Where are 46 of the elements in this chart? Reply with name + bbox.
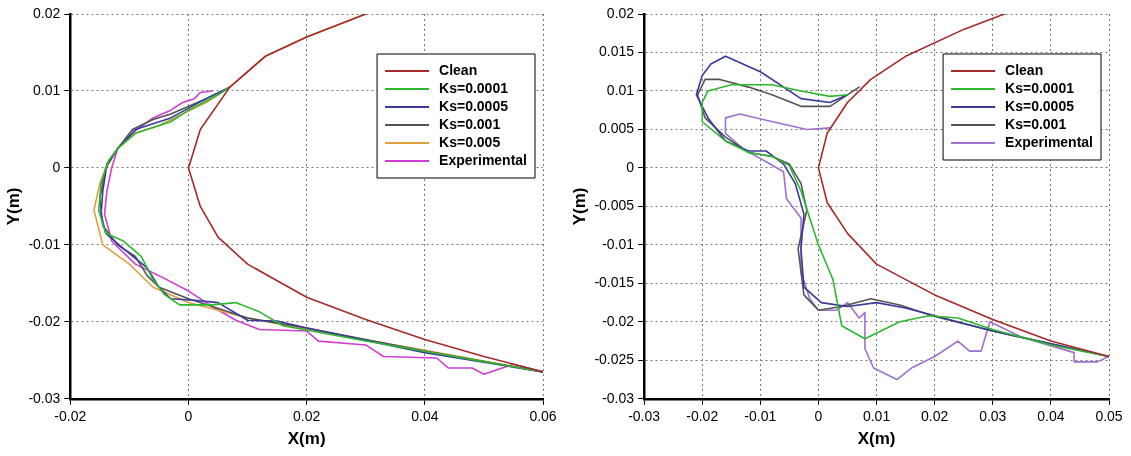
y-tick-label: 0 xyxy=(52,158,61,175)
y-tick-label: -0.02 xyxy=(602,312,635,329)
x-tick-label: 0.04 xyxy=(1037,408,1065,425)
x-tick-label: 0.06 xyxy=(529,408,557,425)
y-tick-label: 0.02 xyxy=(33,4,61,21)
x-tick-label: 0 xyxy=(814,408,823,425)
x-tick-label: 0.03 xyxy=(979,408,1007,425)
x-axis-title: X(m) xyxy=(287,429,326,449)
legend-label: Ks=0.0005 xyxy=(439,97,509,114)
y-tick-label: 0.005 xyxy=(599,120,635,137)
y-tick-label: -0.03 xyxy=(602,389,635,406)
y-tick-label: -0.02 xyxy=(28,312,61,329)
y-tick-label: -0.025 xyxy=(594,351,635,368)
x-tick-label: 0.01 xyxy=(862,408,891,425)
x-tick-label: 0.02 xyxy=(293,408,321,425)
legend-label: Experimental xyxy=(1005,133,1094,150)
y-axis-title: Y(m) xyxy=(569,187,589,226)
x-tick-label: -0.02 xyxy=(686,408,719,425)
x-tick-label: 0.05 xyxy=(1095,408,1123,425)
legend-label: Ks=0.001 xyxy=(1005,115,1067,132)
y-axis-title: Y(m) xyxy=(3,187,23,226)
legend-label: Clean xyxy=(1005,61,1044,78)
x-tick-label: 0.04 xyxy=(411,408,439,425)
legend-label: Clean xyxy=(439,61,478,78)
x-tick-label: -0.01 xyxy=(744,408,777,425)
y-tick-label: 0.015 xyxy=(599,43,635,60)
legend-label: Ks=0.0005 xyxy=(1005,97,1075,114)
y-tick-label: -0.03 xyxy=(28,389,61,406)
y-tick-label: -0.005 xyxy=(594,197,635,214)
x-axis-title: X(m) xyxy=(857,429,896,449)
y-tick-label: 0.02 xyxy=(606,4,635,21)
legend-label: Ks=0.005 xyxy=(439,133,501,150)
x-tick-label: -0.03 xyxy=(628,408,661,425)
legend-label: Experimental xyxy=(439,151,528,168)
y-tick-label: -0.01 xyxy=(602,235,635,252)
y-tick-label: -0.015 xyxy=(594,274,635,291)
legend-label: Ks=0.0001 xyxy=(1005,79,1075,96)
x-tick-label: 0.02 xyxy=(921,408,949,425)
x-tick-label: -0.02 xyxy=(54,408,87,425)
y-tick-label: 0.01 xyxy=(606,81,635,98)
y-tick-label: -0.01 xyxy=(28,235,61,252)
x-tick-label: 0 xyxy=(184,408,193,425)
legend-label: Ks=0.0001 xyxy=(439,79,509,96)
y-tick-label: 0 xyxy=(626,158,635,175)
legend-label: Ks=0.001 xyxy=(439,115,501,132)
y-tick-label: 0.01 xyxy=(33,81,61,98)
